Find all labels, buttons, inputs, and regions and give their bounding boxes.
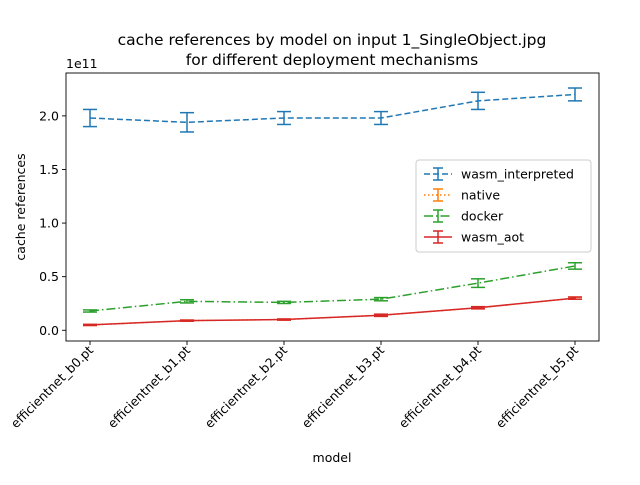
series-line bbox=[89, 93, 576, 124]
legend-item: docker bbox=[424, 209, 504, 224]
legend-item: wasm_interpreted bbox=[424, 167, 574, 182]
y-tick-label: 1.0 bbox=[39, 216, 59, 231]
series-docker bbox=[83, 261, 582, 313]
x-axis-label: model bbox=[313, 450, 352, 465]
chart-title: cache references by model on input 1_Sin… bbox=[118, 31, 547, 50]
chart-subtitle: for different deployment mechanisms bbox=[186, 51, 479, 69]
series-line bbox=[89, 297, 576, 326]
series-layer bbox=[83, 87, 582, 327]
legend-label: wasm_aot bbox=[461, 230, 524, 245]
legend-item: wasm_aot bbox=[424, 230, 524, 245]
series-line bbox=[89, 265, 576, 312]
y-axis: 0.0 0.5 1.0 1.5 2.0 bbox=[39, 108, 66, 338]
legend-item: native bbox=[424, 188, 500, 203]
y-offset-label: 1e11 bbox=[66, 56, 98, 71]
legend-label: docker bbox=[461, 209, 504, 224]
y-tick-label: 0.0 bbox=[39, 323, 59, 338]
series-wasm_aot bbox=[83, 296, 582, 327]
y-tick-label: 0.5 bbox=[39, 269, 59, 284]
legend-label: native bbox=[461, 188, 500, 203]
y-axis-label: cache references bbox=[13, 153, 28, 260]
y-tick-label: 1.5 bbox=[39, 162, 59, 177]
legend-label: wasm_interpreted bbox=[461, 167, 574, 182]
y-tick-label: 2.0 bbox=[39, 108, 59, 123]
legend-box bbox=[415, 159, 592, 253]
series-wasm_interpreted bbox=[83, 87, 582, 133]
plot-frame bbox=[65, 72, 600, 342]
